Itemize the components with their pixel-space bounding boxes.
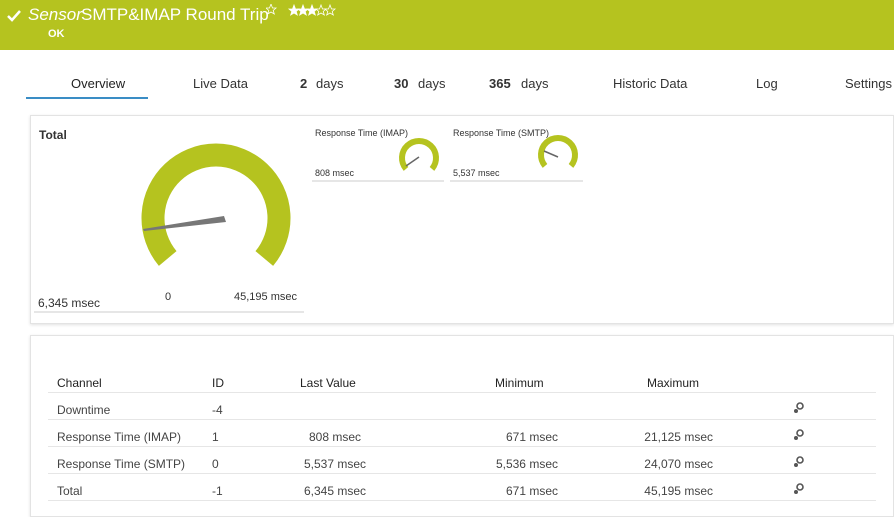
tab-label[interactable]: Log <box>756 76 778 91</box>
settings-icon[interactable] <box>793 429 805 441</box>
row-divider <box>48 473 876 474</box>
gauge-value: 6,345 msec <box>38 296 101 310</box>
settings-icon[interactable] <box>793 402 805 414</box>
column-header[interactable]: Minimum <box>495 376 544 390</box>
tab-label[interactable]: days <box>316 76 344 91</box>
tab-label[interactable]: Live Data <box>193 76 248 91</box>
sensor-name: SMTP&IMAP Round Trip <box>81 5 269 24</box>
gauge-value: 5,537 msec <box>453 168 500 178</box>
gauge-title: Response Time (SMTP) <box>453 128 550 138</box>
check-icon <box>7 10 21 22</box>
cell: 0 <box>212 457 219 471</box>
tab-label[interactable]: Historic Data <box>613 76 688 91</box>
cell: Total <box>57 484 83 498</box>
tab-label[interactable]: days <box>521 76 549 91</box>
row-divider <box>48 419 876 420</box>
tab-label[interactable]: Settings <box>845 76 892 91</box>
row-divider <box>48 392 876 393</box>
gauge-arc <box>538 135 578 168</box>
tab-number[interactable]: 30 <box>394 76 409 91</box>
cell: 45,195 msec <box>644 484 713 498</box>
cell: Response Time (IMAP) <box>57 430 182 444</box>
sensor-header: Sensor SMTP&IMAP Round Trip OK <box>0 0 894 50</box>
priority-stars[interactable] <box>266 4 338 16</box>
column-header[interactable]: Channel <box>57 376 102 390</box>
tab-label[interactable]: days <box>418 76 446 91</box>
gauge-needle <box>143 216 226 231</box>
gauge-needle <box>405 156 420 167</box>
cell: 808 msec <box>308 430 362 444</box>
cell: 6,345 msec <box>303 484 367 498</box>
tab-number[interactable]: 2 <box>300 76 308 91</box>
cell: Response Time (SMTP) <box>57 457 186 471</box>
sensor-status: OK <box>48 28 65 40</box>
cell: 5,537 msec <box>303 457 367 471</box>
gauge-needle <box>543 150 559 158</box>
cell: -4 <box>212 403 223 417</box>
cell: 671 msec <box>505 484 558 498</box>
active-tab-indicator <box>26 97 148 99</box>
cell: 24,070 msec <box>644 457 713 471</box>
cell: 671 msec <box>505 430 558 444</box>
gauge-title: Total <box>39 128 67 142</box>
row-divider <box>48 446 876 447</box>
sensor-prefix: Sensor <box>28 5 82 24</box>
cell: Downtime <box>57 403 111 417</box>
cell: -1 <box>212 484 223 498</box>
gauges <box>34 135 583 313</box>
gauge-arc <box>399 138 439 171</box>
settings-icon[interactable] <box>793 483 805 495</box>
cell: 5,536 msec <box>495 457 558 471</box>
column-header[interactable]: Last Value <box>300 376 356 390</box>
row-divider <box>48 500 876 501</box>
settings-icon[interactable] <box>793 456 805 468</box>
gauge-max: 45,195 msec <box>234 291 297 303</box>
gauge-min: 0 <box>165 291 172 303</box>
tab-number[interactable]: 365 <box>489 76 511 91</box>
cell: 1 <box>212 430 219 444</box>
column-header[interactable]: Maximum <box>647 376 700 390</box>
gauge-title: Response Time (IMAP) <box>315 128 409 138</box>
gauge-value: 808 msec <box>315 168 355 178</box>
column-header[interactable]: ID <box>212 376 224 390</box>
gauge-arc <box>141 143 291 266</box>
cell: 21,125 msec <box>644 430 713 444</box>
channel-panel <box>30 335 894 517</box>
tab-label[interactable]: Overview <box>71 76 126 91</box>
